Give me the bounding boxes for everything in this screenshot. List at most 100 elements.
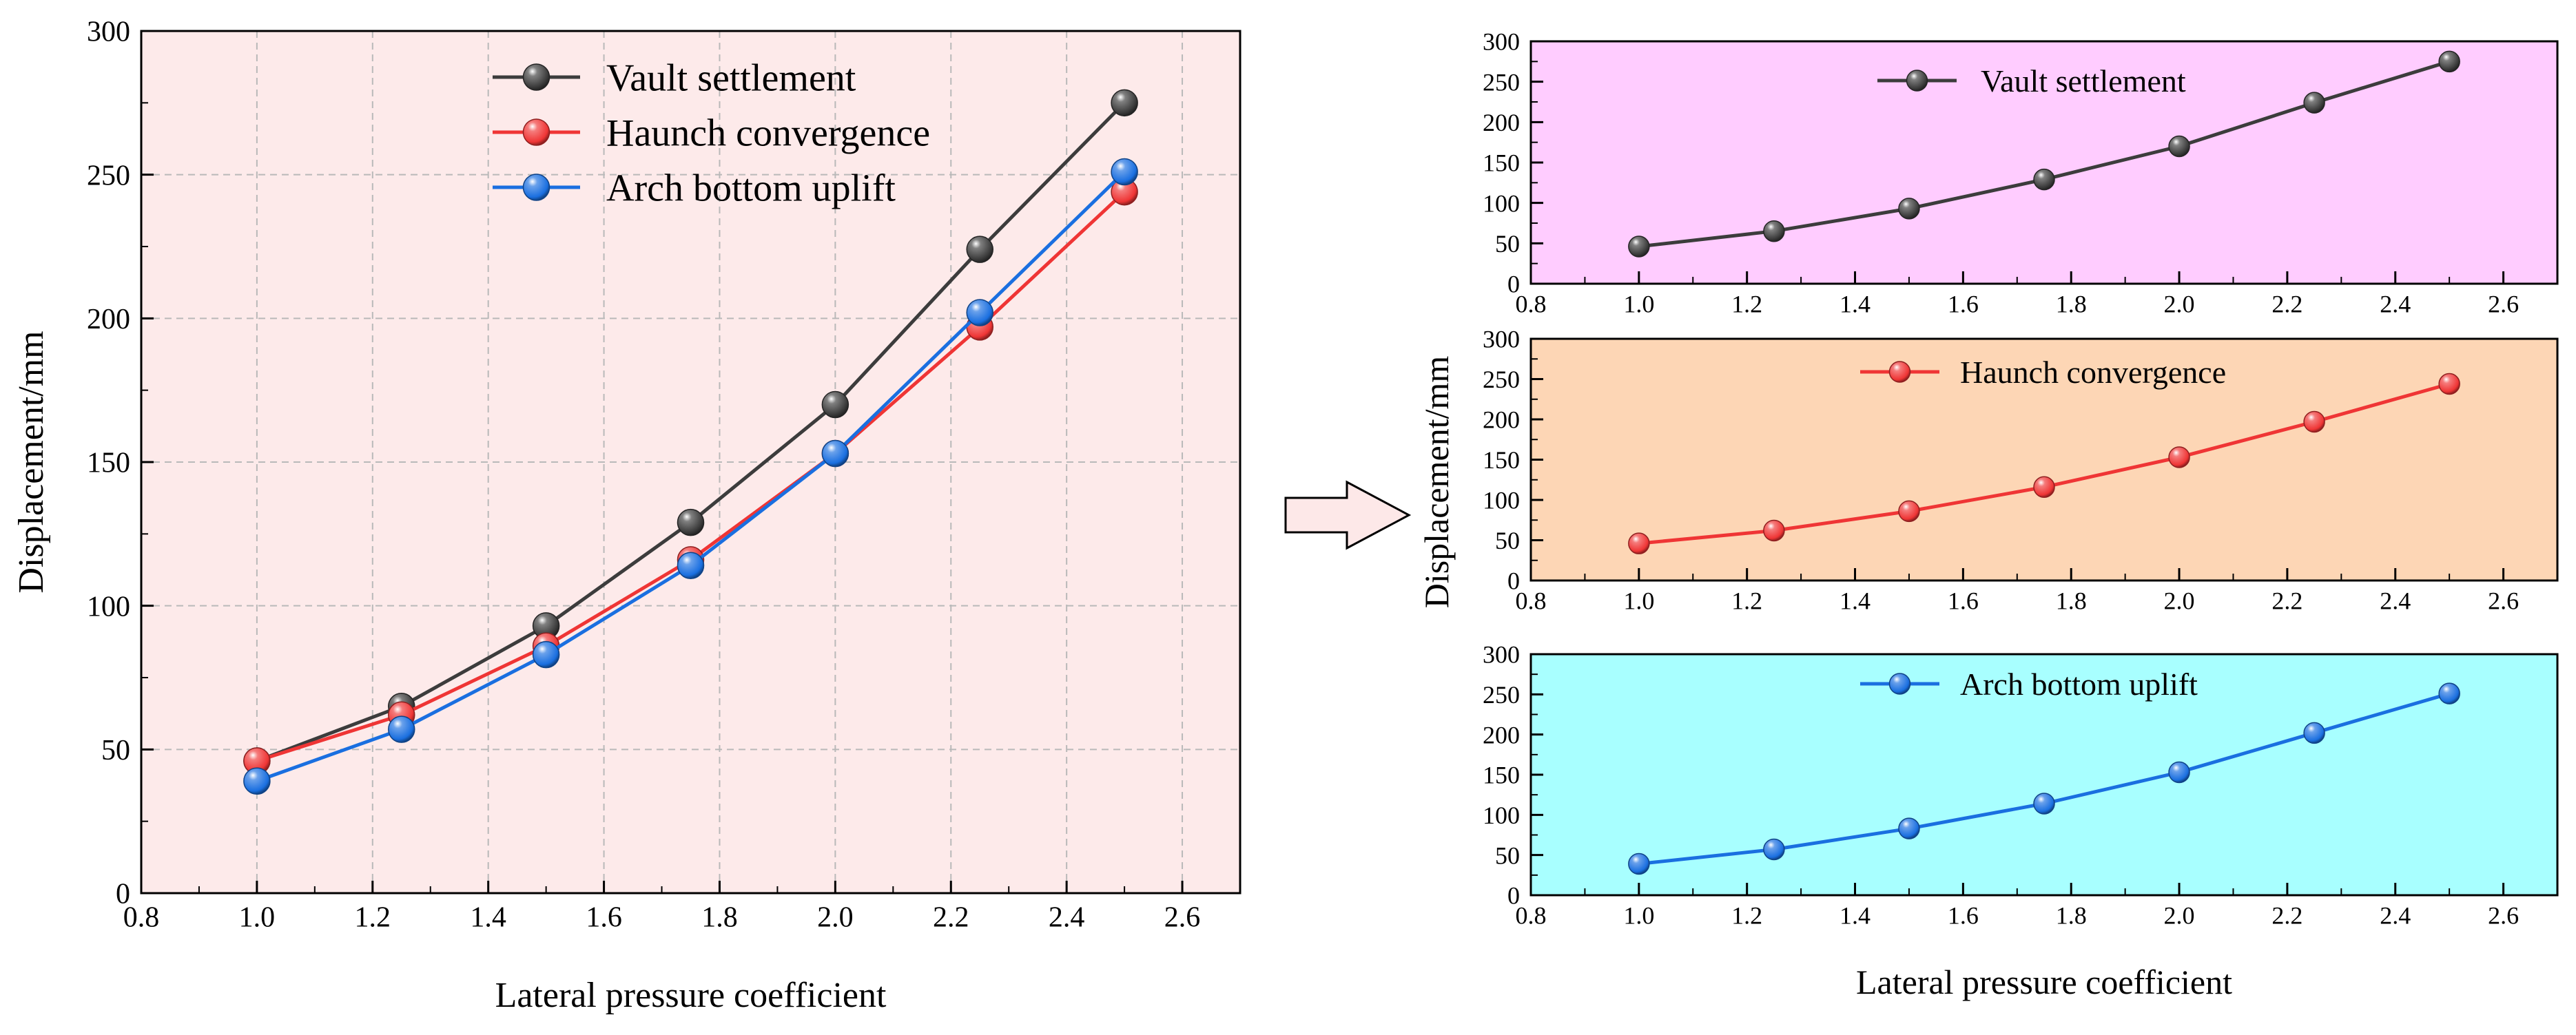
y-tick-label: 0 bbox=[1507, 567, 1520, 595]
x-tick-label: 2.6 bbox=[2488, 587, 2519, 614]
data-point bbox=[2033, 793, 2055, 815]
data-point bbox=[532, 640, 560, 669]
y-axis: 0 50 100 150 200 250 300 bbox=[1483, 641, 1543, 910]
data-point bbox=[1763, 220, 1785, 242]
data-point bbox=[2438, 682, 2460, 704]
chart-panel-3: 0.8 1.0 1.2 1.4 1.6 1.8 2.0 2.2 2.4 2.6 0 50 100 150 2… bbox=[1417, 326, 2559, 614]
x-tick-label: 1.2 bbox=[355, 901, 391, 933]
chart-panel-4: 0.8 1.0 1.2 1.4 1.6 1.8 2.0 2.2 2.4 2.6 0 50 100 150 2… bbox=[1483, 641, 2559, 1001]
data-point bbox=[2033, 476, 2055, 499]
legend-label: Haunch convergence bbox=[606, 112, 930, 155]
legend-entry: Vault settlement bbox=[1877, 63, 2186, 98]
data-point bbox=[966, 236, 993, 263]
y-tick-label: 100 bbox=[1483, 802, 1520, 829]
data-point bbox=[2303, 410, 2325, 433]
x-tick-label: 1.2 bbox=[1731, 290, 1762, 317]
data-point bbox=[1898, 817, 1920, 839]
y-axis-title: Displacement/mm bbox=[1417, 356, 1456, 609]
y-tick-label: 300 bbox=[87, 17, 130, 48]
y-tick-label: 300 bbox=[1483, 326, 1520, 353]
y-axis: 0 50 100 150 200 250 300 bbox=[1483, 326, 1543, 595]
data-point bbox=[1898, 198, 1920, 220]
y-tick-label: 150 bbox=[1483, 446, 1520, 474]
x-tick-label: 1.8 bbox=[2056, 587, 2087, 614]
legend-entry: Arch bottom uplift bbox=[493, 167, 896, 210]
series-arch-bottom-uplift bbox=[243, 158, 1138, 795]
x-tick-label: 2.4 bbox=[2380, 901, 2411, 929]
x-tick-label: 0.8 bbox=[123, 901, 160, 933]
x-tick-label: 2.4 bbox=[1049, 901, 1085, 933]
x-tick-label: 1.4 bbox=[1840, 901, 1871, 929]
x-tick-label: 1.6 bbox=[1948, 290, 1979, 317]
x-tick-label: 1.4 bbox=[470, 901, 506, 933]
legend-label: Haunch convergence bbox=[1960, 355, 2226, 390]
x-tick-label: 1.4 bbox=[1840, 587, 1871, 614]
x-tick-label: 0.8 bbox=[1516, 290, 1547, 317]
data-point bbox=[1111, 158, 1138, 186]
x-tick-label: 2.2 bbox=[2271, 587, 2302, 614]
x-axis: 0.8 1.0 1.2 1.4 1.6 1.8 2.0 2.2 2.4 2.6 bbox=[1516, 271, 2519, 317]
x-tick-label: 1.0 bbox=[1623, 290, 1654, 317]
y-tick-label: 0 bbox=[116, 879, 130, 910]
x-tick-label: 0.8 bbox=[1516, 587, 1547, 614]
series-vault-settlement bbox=[1628, 50, 2460, 258]
y-tick-label: 100 bbox=[87, 591, 130, 623]
x-tick-label: 1.0 bbox=[239, 901, 276, 933]
legend-marker bbox=[522, 63, 550, 91]
x-axis: 0.8 1.0 1.2 1.4 1.6 1.8 2.0 2.2 2.4 2.6 bbox=[123, 881, 1200, 933]
series-haunch-convergence bbox=[1628, 373, 2460, 554]
data-point bbox=[2438, 50, 2460, 73]
data-point bbox=[243, 767, 271, 795]
legend-marker bbox=[1888, 673, 1911, 695]
x-tick-label: 2.6 bbox=[2488, 290, 2519, 317]
x-tick-label: 2.4 bbox=[2380, 587, 2411, 614]
chart-panel-2: 0.8 1.0 1.2 1.4 1.6 1.8 2.0 2.2 2.4 2.6 0 50 100 150 2… bbox=[1483, 28, 2559, 317]
legend-entry: Arch bottom uplift bbox=[1860, 667, 2198, 702]
y-tick-label: 50 bbox=[1495, 230, 1520, 258]
y-axis: 0 50 100 150 200 250 300 bbox=[87, 17, 154, 910]
y-axis: 0 50 100 150 200 250 300 bbox=[1483, 28, 1543, 298]
y-tick-label: 250 bbox=[1483, 681, 1520, 709]
data-point bbox=[821, 390, 849, 419]
data-point bbox=[1111, 89, 1138, 117]
y-axis-title: Displacement/mm bbox=[12, 331, 51, 593]
x-tick-label: 1.4 bbox=[1840, 290, 1871, 317]
y-tick-label: 0 bbox=[1507, 882, 1520, 910]
data-point bbox=[2438, 373, 2460, 395]
chart-panel-1: 0.8 1.0 1.2 1.4 1.6 1.8 2.0 2.2 2.4 2.6 0 50 100 150 2… bbox=[12, 17, 1241, 1015]
x-tick-label: 1.8 bbox=[2056, 290, 2087, 317]
x-axis: 0.8 1.0 1.2 1.4 1.6 1.8 2.0 2.2 2.4 2.6 bbox=[1516, 883, 2519, 929]
y-tick-label: 150 bbox=[1483, 762, 1520, 789]
data-point bbox=[1763, 838, 1785, 861]
x-tick-label: 1.6 bbox=[1948, 901, 1979, 929]
y-tick-label: 150 bbox=[1483, 149, 1520, 177]
plot-background bbox=[1531, 654, 2557, 895]
right-arrow-icon bbox=[1284, 480, 1412, 550]
x-axis-title: Lateral pressure coefficient bbox=[1856, 963, 2232, 1001]
y-tick-label: 0 bbox=[1507, 271, 1520, 298]
x-tick-label: 1.0 bbox=[1623, 901, 1654, 929]
data-point bbox=[1628, 236, 1650, 258]
x-tick-label: 1.2 bbox=[1731, 901, 1762, 929]
y-tick-label: 200 bbox=[1483, 721, 1520, 749]
legend-entry: Haunch convergence bbox=[1860, 355, 2226, 390]
data-point bbox=[1898, 500, 1920, 523]
data-point bbox=[2168, 446, 2190, 468]
legend-label: Arch bottom uplift bbox=[1960, 667, 2198, 702]
legend-marker bbox=[1906, 70, 1928, 92]
x-tick-label: 2.0 bbox=[817, 901, 854, 933]
data-point bbox=[2303, 92, 2325, 114]
y-tick-label: 50 bbox=[1495, 527, 1520, 554]
x-tick-label: 2.2 bbox=[2271, 901, 2302, 929]
data-point bbox=[1628, 532, 1650, 554]
series-arch-bottom-uplift bbox=[1628, 682, 2460, 875]
x-axis-title: Lateral pressure coefficient bbox=[495, 976, 887, 1015]
data-point bbox=[2168, 135, 2190, 158]
legend-label: Arch bottom uplift bbox=[606, 167, 896, 210]
x-tick-label: 1.0 bbox=[1623, 587, 1654, 614]
x-tick-label: 0.8 bbox=[1516, 901, 1547, 929]
legend-label: Vault settlement bbox=[606, 57, 856, 100]
data-point bbox=[677, 552, 705, 579]
y-tick-label: 100 bbox=[1483, 189, 1520, 217]
